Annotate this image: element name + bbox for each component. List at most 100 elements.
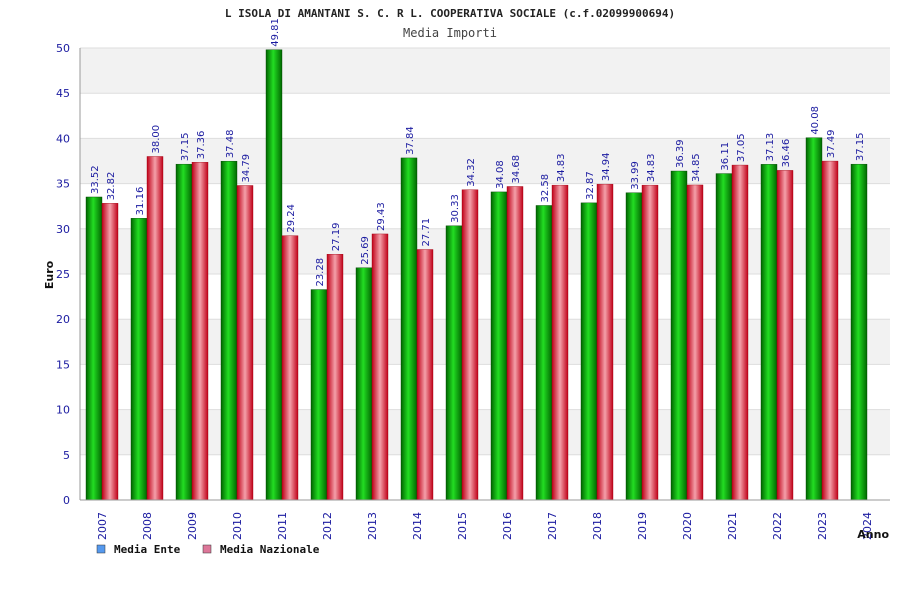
y-tick-label: 30 (56, 223, 70, 236)
plot-band (80, 409, 890, 455)
value-labels: 33.52 32.82 31.16 38.00 37.15 37.36 37.48 34.79… (90, 18, 866, 286)
bar-media-nazionale-2016 (506, 186, 524, 501)
x-tick-label-2014: 2014 (411, 512, 424, 540)
x-tick-label-2019: 2019 (636, 512, 649, 540)
bar-media-ente-2016 (490, 191, 508, 501)
bar-media-nazionale-2019 (641, 184, 659, 501)
x-tick-label-2022: 2022 (771, 512, 784, 540)
value-label-media-ente-2022: 37.13 (765, 133, 776, 162)
chart-subtitle: Media Importi (403, 26, 497, 40)
bar-media-ente-2015 (445, 225, 463, 501)
bar-media-ente-2021 (715, 173, 733, 501)
plot-band (80, 93, 890, 139)
value-label-media-ente-2023: 40.08 (810, 106, 821, 135)
y-tick-label: 25 (56, 268, 70, 281)
value-label-media-nazionale-2007: 32.82 (106, 172, 117, 201)
y-axis-label: Euro (43, 260, 56, 289)
plot-band (80, 454, 890, 500)
value-label-media-nazionale-2010: 34.79 (241, 154, 252, 183)
bar-media-nazionale-2011 (281, 235, 299, 501)
legend: Media Ente Media Nazionale (96, 543, 320, 556)
x-axis-label: Anno (857, 528, 889, 541)
legend-swatch-media-ente (96, 544, 106, 554)
chart-title: L ISOLA DI AMANTANI S. C. R L. COOPERATI… (225, 7, 675, 20)
value-label-media-ente-2024: 37.15 (855, 133, 866, 162)
y-tick-label: 20 (56, 313, 70, 326)
value-label-media-nazionale-2013: 29.43 (376, 202, 387, 231)
bar-media-nazionale-2015 (461, 189, 479, 501)
x-tick-label-2011: 2011 (276, 512, 289, 540)
y-axis-ticks: 0 5 10 15 20 25 30 35 40 45 50 (56, 42, 70, 507)
value-label-media-ente-2014: 37.84 (405, 126, 416, 155)
y-tick-label: 0 (63, 494, 70, 507)
bar-media-nazionale-2018 (596, 183, 614, 501)
value-label-media-nazionale-2011: 29.24 (286, 204, 297, 233)
bar-media-nazionale-2014 (416, 249, 434, 501)
value-label-media-nazionale-2015: 34.32 (466, 158, 477, 187)
x-tick-label-2007: 2007 (96, 512, 109, 540)
x-tick-label-2009: 2009 (186, 512, 199, 540)
bar-media-nazionale-2012 (326, 254, 344, 501)
x-tick-label-2020: 2020 (681, 512, 694, 540)
bar-media-ente-2019 (625, 192, 643, 501)
value-label-media-nazionale-2008: 38.00 (151, 125, 162, 154)
bar-media-ente-2011 (265, 49, 283, 501)
value-label-media-nazionale-2022: 36.46 (781, 139, 792, 168)
bar-media-ente-2009 (175, 163, 193, 501)
bar-media-nazionale-2008 (146, 156, 164, 501)
bar-media-nazionale-2007 (101, 203, 119, 501)
value-label-media-nazionale-2009: 37.36 (196, 131, 207, 160)
y-tick-label: 35 (56, 178, 70, 191)
bar-media-ente-2012 (310, 289, 328, 501)
value-label-media-ente-2009: 37.15 (180, 133, 191, 162)
bar-media-nazionale-2009 (191, 162, 209, 501)
value-label-media-ente-2011: 49.81 (270, 18, 281, 47)
bar-media-nazionale-2023 (821, 160, 839, 501)
bar-media-ente-2023 (805, 137, 823, 501)
value-label-media-ente-2020: 36.39 (675, 139, 686, 168)
plot-band (80, 274, 890, 320)
plot-background (80, 48, 890, 500)
value-label-media-ente-2016: 34.08 (495, 160, 506, 189)
value-label-media-ente-2015: 30.33 (450, 194, 461, 223)
value-label-media-nazionale-2019: 34.83 (646, 153, 657, 182)
x-tick-label-2024: 2024 (861, 512, 874, 540)
x-tick-label-2010: 2010 (231, 512, 244, 540)
plot-band (80, 228, 890, 274)
bar-media-nazionale-2017 (551, 184, 569, 501)
value-label-media-ente-2007: 33.52 (90, 165, 101, 194)
bar-media-ente-2022 (760, 164, 778, 501)
bar-media-nazionale-2022 (776, 170, 794, 501)
bar-media-ente-2010 (220, 160, 238, 501)
value-label-media-ente-2012: 23.28 (315, 258, 326, 287)
bar-media-ente-2018 (580, 202, 598, 501)
x-tick-label-2016: 2016 (501, 512, 514, 540)
bar-media-ente-2020 (670, 170, 688, 501)
plot-band (80, 183, 890, 229)
plot-band (80, 138, 890, 184)
value-label-media-nazionale-2020: 34.85 (691, 153, 702, 182)
value-label-media-nazionale-2017: 34.83 (556, 153, 567, 182)
x-tick-label-2017: 2017 (546, 512, 559, 540)
bar-media-ente-2014 (400, 157, 418, 501)
x-tick-label-2021: 2021 (726, 512, 739, 540)
value-label-media-nazionale-2021: 37.05 (736, 133, 747, 162)
legend-label-media-ente: Media Ente (114, 543, 181, 556)
bar-media-ente-2017 (535, 205, 553, 501)
value-label-media-ente-2008: 31.16 (135, 187, 146, 216)
bar-media-ente-2013 (355, 267, 373, 501)
value-label-media-nazionale-2018: 34.94 (601, 153, 612, 182)
value-label-media-ente-2021: 36.11 (720, 142, 731, 171)
y-tick-label: 40 (56, 132, 70, 145)
y-tick-label: 10 (56, 404, 70, 417)
y-tick-label: 45 (56, 87, 70, 100)
plot-band (80, 319, 890, 365)
bar-media-ente-2024 (850, 163, 868, 501)
bar-media-ente-2008 (130, 218, 148, 501)
value-label-media-nazionale-2023: 37.49 (826, 129, 837, 158)
y-tick-label: 5 (63, 449, 70, 462)
plot-band (80, 364, 890, 410)
y-tick-label: 15 (56, 358, 70, 371)
value-label-media-nazionale-2012: 27.19 (331, 223, 342, 252)
